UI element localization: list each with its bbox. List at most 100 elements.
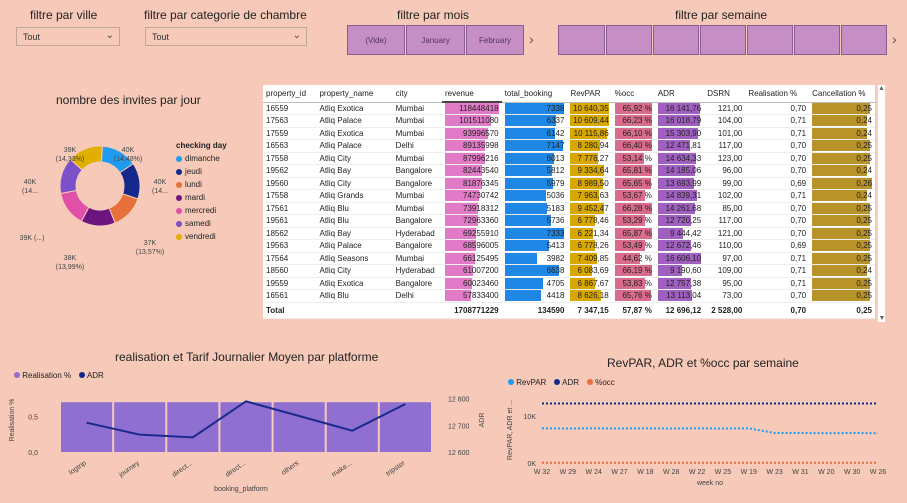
table-cell: Mumbai <box>392 102 442 115</box>
column-header--occ[interactable]: %occ <box>611 85 655 103</box>
semaine-tile[interactable] <box>606 25 652 55</box>
chevron-right-icon[interactable]: › <box>529 31 534 47</box>
table-cell-bar <box>657 152 697 164</box>
table-cell-bar <box>614 227 652 239</box>
column-header-adr[interactable]: ADR <box>654 85 705 103</box>
total-cell: 7 347,15 <box>567 301 612 319</box>
table-cell-bar <box>614 202 652 214</box>
column-header-revpar[interactable]: RevPAR <box>567 85 612 103</box>
table-cell-bar <box>614 177 652 189</box>
semaine-tile[interactable] <box>747 25 793 55</box>
table-row[interactable]: 16559 Atliq Exotica Mumbai 118448418 7338 10 … <box>263 102 875 115</box>
table-cell: 74730742 <box>441 189 502 203</box>
total-cell: 12 696,12 <box>654 301 705 319</box>
semaine-tile[interactable] <box>653 25 699 55</box>
table-row[interactable]: 19563 Atliq Palace Bangalore 68596005 5413 6 … <box>263 239 875 253</box>
table-row[interactable]: 17559 Atliq Exotica Mumbai 93996570 6142 10 1… <box>263 127 875 140</box>
table-row[interactable]: 16561 Atliq Blu Delhi 57833400 4418 8 626,18 6… <box>263 289 875 303</box>
table-cell-bar <box>444 103 499 114</box>
chevron-down-icon: ⌄ <box>292 30 301 41</box>
table-row[interactable]: 19561 Atliq Blu Bangalore 72963360 5736 6 778… <box>263 214 875 228</box>
table-cell-bar <box>812 165 868 177</box>
table-cell: Atliq Seasons <box>316 252 393 265</box>
table-row[interactable]: 17561 Atliq Blu Mumbai 73918312 5183 9 452,47… <box>263 202 875 215</box>
y-tick-label: 10K <box>524 414 537 421</box>
total-cell: 0,25 <box>809 301 875 319</box>
table-row[interactable]: 18562 Atliq Bay Hyderabad 69255910 7333 6 221… <box>263 227 875 240</box>
table-cell: Atliq Exotica <box>316 102 393 115</box>
table-row[interactable]: 19559 Atliq Exotica Bangalore 60023460 4705 6… <box>263 277 875 290</box>
table-row[interactable]: 17558 Atliq City Mumbai 87996216 6013 7 776,2… <box>263 152 875 165</box>
mois-tile-vide[interactable]: (Vide) <box>347 25 405 55</box>
table-cell: 60023460 <box>441 277 502 290</box>
column-header-cancellation-[interactable]: Cancellation % <box>809 85 875 103</box>
semaine-tile[interactable] <box>794 25 840 55</box>
table-cell: 14 185,06 <box>654 164 705 178</box>
table-row[interactable]: 17564 Atliq Seasons Mumbai 66125495 3982 7 40… <box>263 252 875 265</box>
table-cell-bar <box>570 290 602 302</box>
table-cell: 14 634,33 <box>654 152 705 165</box>
chambre-dropdown[interactable]: Tout ⌄ <box>145 27 307 46</box>
realisation-bar <box>114 402 166 452</box>
table-cell-bar <box>812 102 870 114</box>
semaine-tile[interactable] <box>700 25 746 55</box>
table-row[interactable]: 16563 Atliq Palace Delhi 89135998 7147 8 280,… <box>263 139 875 153</box>
column-header-dsrn[interactable]: DSRN <box>704 85 746 103</box>
table-cell: 0,25 <box>809 139 875 153</box>
legend-revpar: RevPAR <box>508 378 546 387</box>
chevron-right-icon[interactable]: › <box>892 31 897 47</box>
column-header-city[interactable]: city <box>392 85 442 103</box>
table-cell-bar <box>570 102 609 114</box>
semaine-tile[interactable] <box>558 25 605 55</box>
table-cell: 19562 <box>263 164 317 178</box>
table-cell-bar <box>614 102 652 114</box>
column-header-property-id[interactable]: property_id <box>263 85 317 103</box>
table-cell: 12 757,38 <box>654 277 705 290</box>
table-cell: 17559 <box>263 127 317 140</box>
table-cell: Delhi <box>392 139 442 153</box>
table-cell-bar <box>444 290 472 302</box>
ville-dropdown[interactable]: Tout ⌄ <box>16 27 120 46</box>
table-cell: 8 626,18 <box>567 289 612 303</box>
table-cell: 53,83 % <box>611 277 655 290</box>
table-cell-bar <box>657 252 702 264</box>
column-header-realisation-[interactable]: Realisation % <box>745 85 810 103</box>
table-cell-bar <box>812 140 870 152</box>
table-cell: 7333 <box>501 227 568 240</box>
column-header-revenue[interactable]: revenue <box>441 85 502 103</box>
table-cell: 18560 <box>263 264 317 278</box>
mois-tile-january[interactable]: January <box>406 25 465 55</box>
semaine-tile[interactable] <box>841 25 887 55</box>
realisation-bar <box>326 402 378 452</box>
realisation-bar <box>379 402 431 452</box>
x-tick-label: W 25 <box>715 469 731 476</box>
weekly-legend: RevPAR ADR %occ <box>508 378 615 387</box>
table-cell: Mumbai <box>392 252 442 265</box>
table-row[interactable]: 17563 Atliq Palace Mumbai 101511080 6337 10 6… <box>263 114 875 128</box>
table-row[interactable]: 18560 Atliq City Hyderabad 61007200 6638 6 08… <box>263 264 875 278</box>
table-cell-bar <box>614 240 645 252</box>
table-cell: 19560 <box>263 177 317 190</box>
table-cell: 6 867,67 <box>567 277 612 290</box>
column-header-property-name[interactable]: property_name <box>316 85 393 103</box>
mois-tile-february[interactable]: February <box>466 25 524 55</box>
table-row[interactable]: 17558 Atliq Grands Mumbai 74730742 5036 7 963… <box>263 189 875 203</box>
column-header-total-booking[interactable]: total_booking <box>501 85 568 103</box>
adr-line <box>86 400 406 439</box>
scroll-down-icon[interactable]: ▼ <box>878 315 886 322</box>
table-cell: 0,25 <box>809 289 875 303</box>
donut-data-label: 40K (14... <box>152 179 168 195</box>
table-cell: 118448418 <box>441 102 502 115</box>
total-cell <box>392 301 442 319</box>
scroll-up-icon[interactable]: ▲ <box>878 85 885 92</box>
table-row[interactable]: 19560 Atliq City Bangalore 81876345 5979 8 98… <box>263 177 875 190</box>
table-row[interactable]: 19562 Atliq Bay Bangalore 82443540 5812 9 334… <box>263 164 875 178</box>
x-tick-label: W 23 <box>766 469 782 476</box>
table-cell-bar <box>504 152 554 164</box>
table-cell: 5413 <box>501 239 568 253</box>
table-cell-bar <box>504 265 559 277</box>
table-scrollbar[interactable]: ▲ ▼ <box>877 85 885 322</box>
table-cell-bar <box>570 265 593 277</box>
combo-y2-axis-label: ADR <box>479 413 486 428</box>
table-cell: 0,70 <box>745 139 810 153</box>
